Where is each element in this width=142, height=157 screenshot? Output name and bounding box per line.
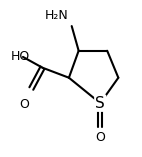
Text: O: O: [19, 98, 29, 111]
Text: S: S: [95, 96, 105, 111]
Text: O: O: [95, 131, 105, 144]
Text: H₂N: H₂N: [45, 9, 69, 22]
Text: HO: HO: [11, 50, 30, 63]
